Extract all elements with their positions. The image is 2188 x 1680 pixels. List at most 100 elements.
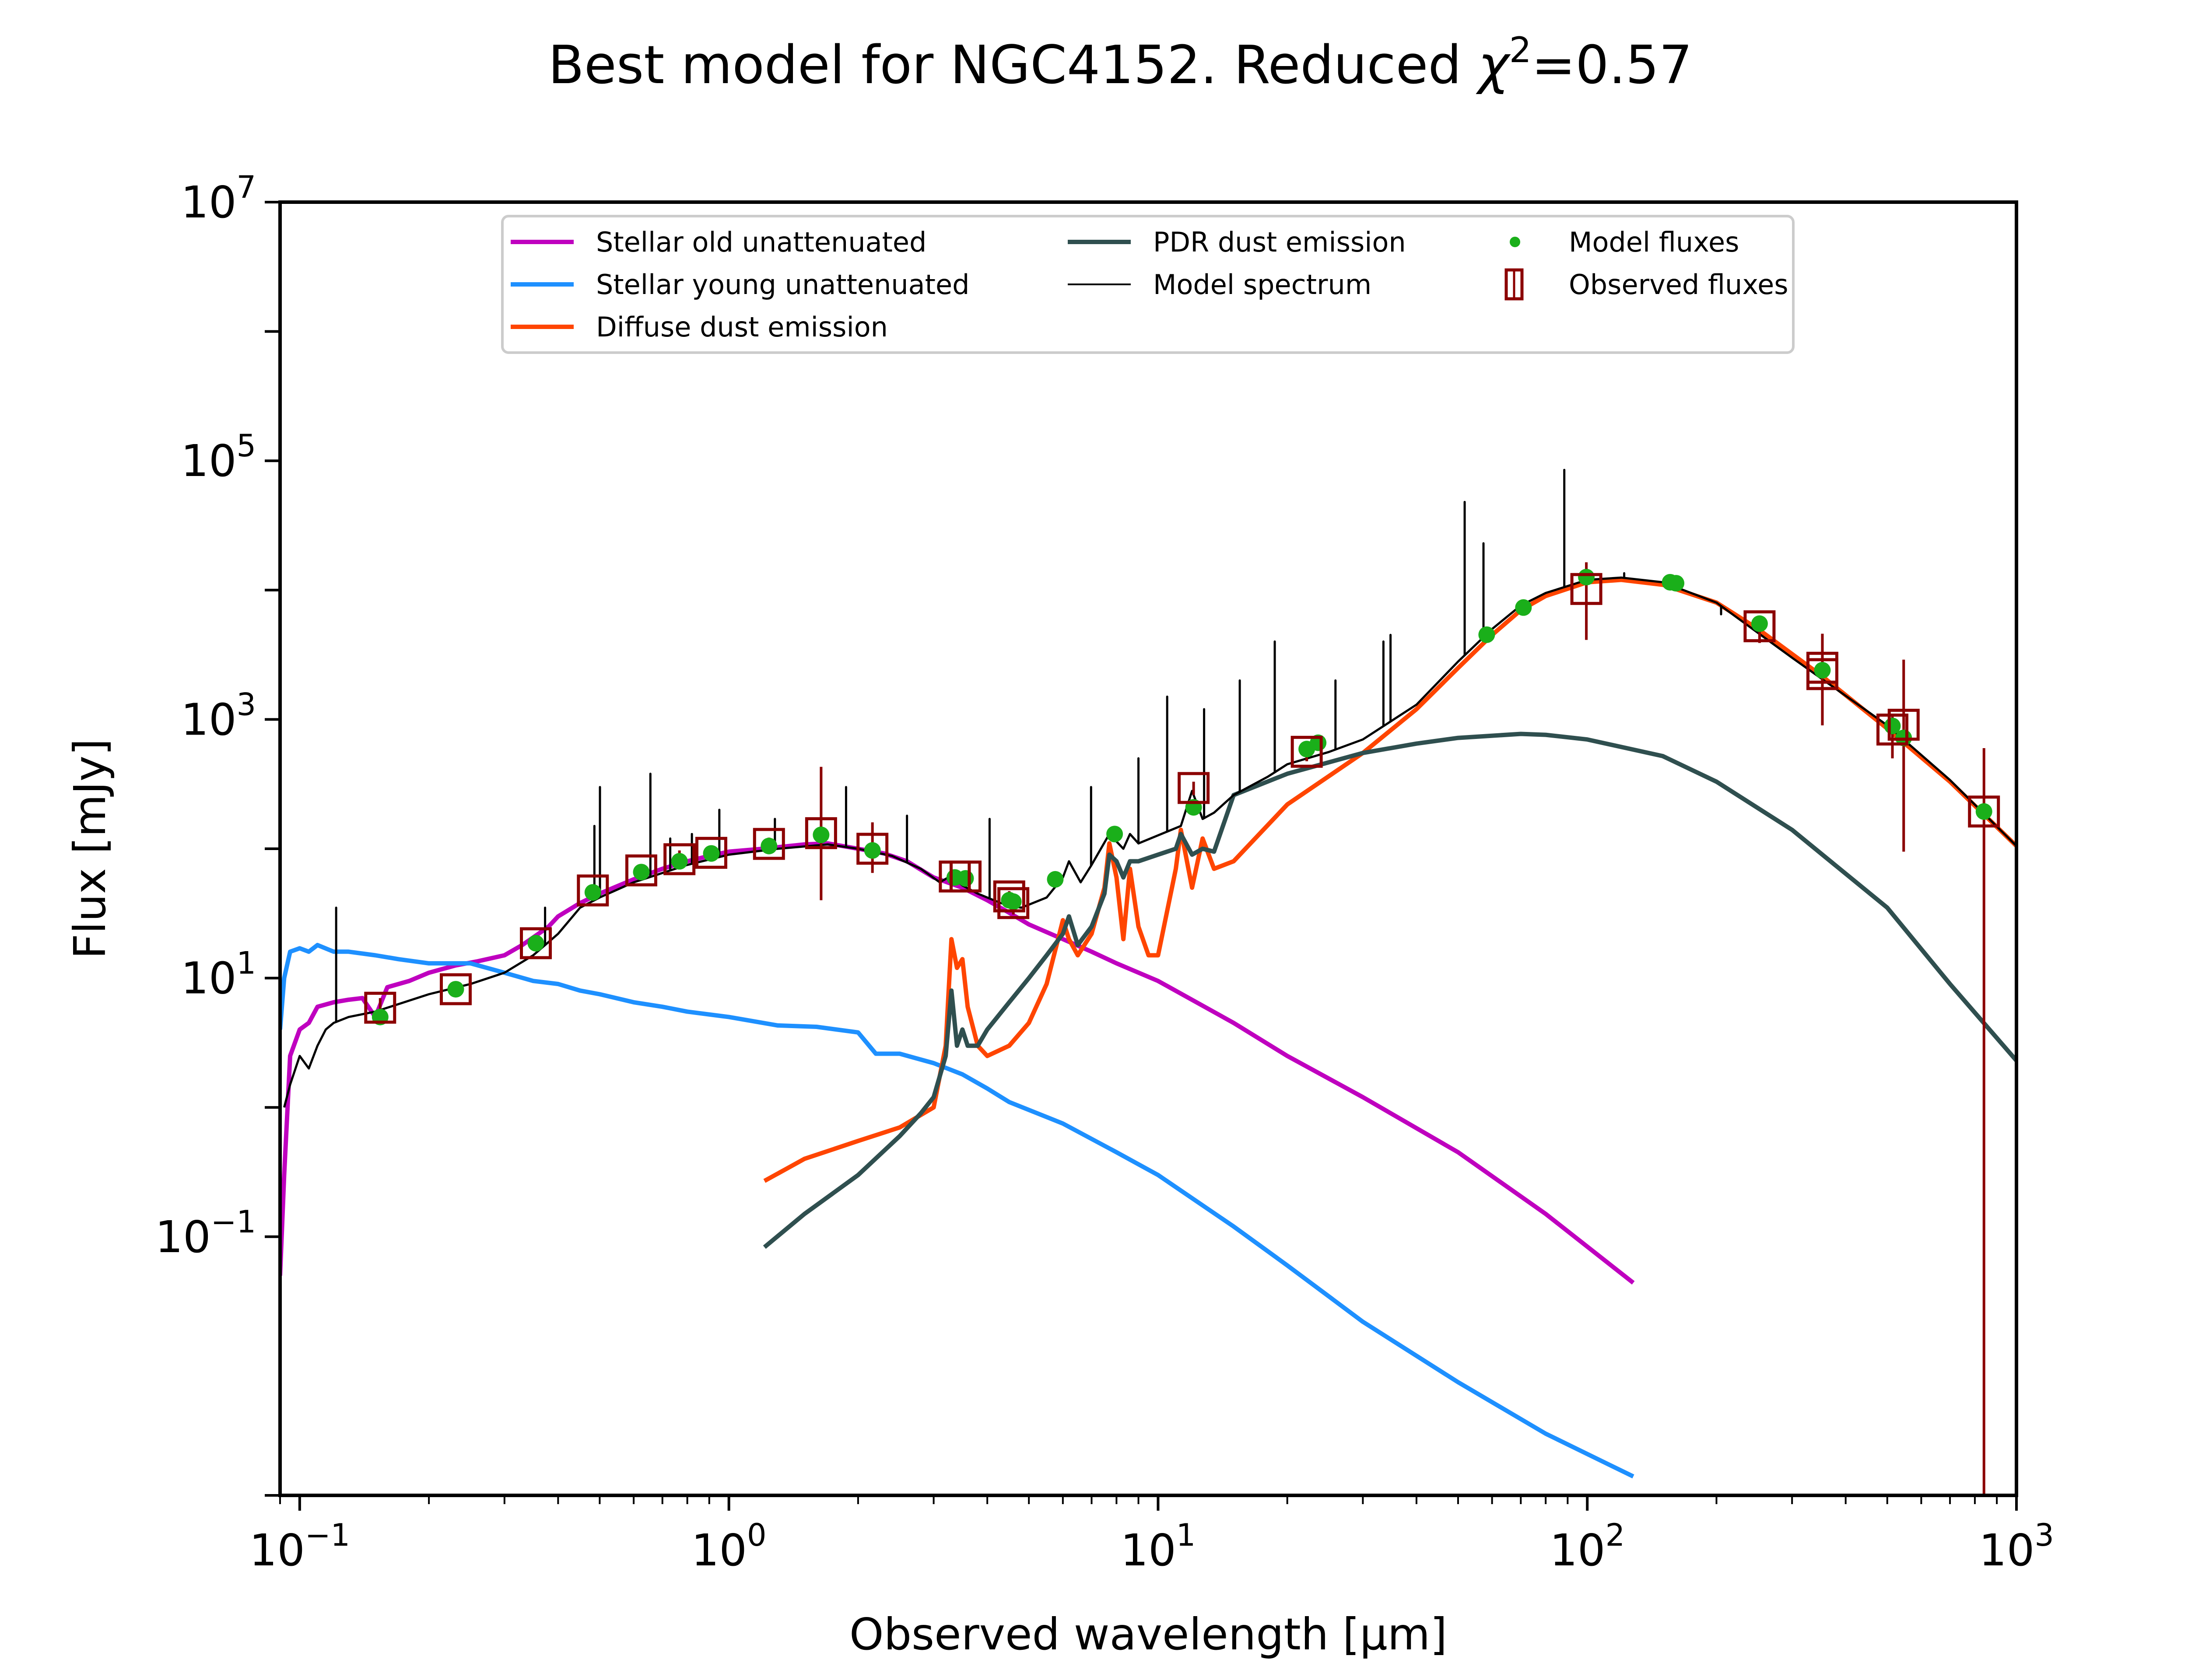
observed-flux-point [1570, 573, 1602, 605]
y-tick-exponent: 5 [236, 428, 256, 464]
x-tick-base: 10 [249, 1525, 305, 1576]
model-fluxes-layer [372, 569, 1992, 1026]
legend-label: Observed fluxes [1569, 269, 1788, 301]
x-tick-exponent: 3 [2034, 1517, 2054, 1553]
x-tick-label: 103 [1979, 1517, 2054, 1576]
legend-item-stellar-young: Stellar young unattenuated [511, 269, 969, 301]
model-flux-point [527, 934, 544, 952]
observed-flux-point [695, 836, 727, 869]
model-flux-point [1005, 893, 1022, 910]
legend-label: Stellar old unattenuated [596, 226, 926, 258]
model-flux-point [1975, 803, 1992, 820]
y-tick-base: 10 [181, 953, 236, 1004]
observed-flux-point [625, 854, 657, 887]
observed-fluxes-layer [364, 573, 2000, 1024]
y-tick-label: 10−1 [155, 1204, 256, 1263]
x-tick-base: 10 [1979, 1525, 2034, 1576]
y-tick-exponent: 7 [236, 169, 256, 205]
observed-flux-point [1887, 709, 1920, 741]
title-superscript: 2 [1509, 30, 1532, 70]
observed-flux-point [1178, 772, 1210, 804]
x-tick-exponent: 1 [1176, 1517, 1196, 1553]
observed-flux-point [997, 887, 1030, 919]
x-tick-label: 10−1 [249, 1517, 350, 1576]
model-flux-point [957, 870, 974, 887]
model-flux-point [813, 826, 830, 844]
observed-flux-point [440, 973, 472, 1005]
legend-item-pdr-dust: PDR dust emission [1068, 226, 1406, 258]
model-flux-point [1668, 575, 1685, 592]
model-flux-point [1515, 599, 1532, 616]
x-tick-label: 101 [1121, 1517, 1196, 1576]
y-tick-base: 10 [155, 1211, 211, 1263]
y-tick-base: 10 [181, 177, 236, 228]
legend-label: Diffuse dust emission [596, 311, 888, 343]
model-flux-point [703, 845, 720, 862]
model-flux-point [671, 853, 688, 870]
legend-item-observed-fluxes: Observed fluxes [1504, 268, 1788, 301]
y-tick-label: 105 [181, 428, 256, 486]
x-axis-ticks: 10−1 100 101 102 103 [249, 1495, 2054, 1576]
y-tick-label: 103 [181, 686, 256, 745]
model-flux-point [1814, 662, 1831, 679]
model-flux-point [761, 837, 778, 854]
series-line-pdr-dust-emission [763, 732, 2016, 1249]
legend-frame [501, 215, 1795, 354]
observed-flux-point [856, 833, 889, 865]
legend-label: PDR dust emission [1153, 226, 1406, 258]
legend-item-model-spectrum: Model spectrum [1068, 269, 1371, 301]
legend: Stellar old unattenuated Stellar young un… [501, 215, 1795, 354]
model-flux-point [1578, 569, 1595, 586]
observed-flux-point [1806, 658, 1838, 690]
title-prefix: Best model for NGC4152. Reduced [548, 35, 1478, 96]
model-flux-point [864, 842, 881, 859]
x-tick-label: 100 [691, 1517, 767, 1576]
x-tick-base: 10 [691, 1525, 747, 1576]
y-axis-label: Flux [mJy] [64, 738, 116, 959]
observed-flux-point [1968, 795, 2000, 828]
observed-flux-point [993, 880, 1025, 913]
observed-flux-point [577, 874, 609, 906]
y-tick-exponent: 1 [236, 945, 256, 981]
x-tick-exponent: 2 [1606, 1517, 1625, 1553]
observed-flux-point [753, 828, 785, 860]
model-flux-point [1751, 615, 1768, 632]
x-tick-base: 10 [1121, 1525, 1176, 1576]
y-tick-base: 10 [181, 435, 236, 486]
y-tick-exponent: 3 [236, 686, 256, 722]
legend-label: Model spectrum [1153, 269, 1371, 301]
legend-label: Model fluxes [1569, 226, 1739, 258]
emission-lines-layer [335, 469, 1722, 1023]
model-flux-point [447, 981, 464, 998]
observed-flux-point [1876, 714, 1909, 746]
legend-item-stellar-old: Stellar old unattenuated [511, 226, 926, 258]
observed-flux-point [950, 860, 982, 892]
x-tick-label: 102 [1550, 1517, 1625, 1576]
y-tick-base: 10 [181, 694, 236, 745]
y-tick-label: 101 [181, 945, 256, 1004]
x-tick-exponent: −1 [305, 1517, 350, 1553]
model-flux-point [1478, 626, 1495, 643]
x-axis-label: Observed wavelength [μm] [849, 1609, 1447, 1660]
legend-label: Stellar young unattenuated [596, 269, 969, 301]
observed-flux-point [1290, 735, 1323, 768]
observed-flux-point [805, 817, 837, 849]
y-tick-label: 107 [181, 169, 256, 228]
plot-area [280, 469, 2016, 1495]
legend-item-diffuse-dust: Diffuse dust emission [511, 311, 888, 343]
observed-flux-point [520, 927, 552, 959]
title-suffix: =0.57 [1532, 35, 1693, 96]
x-tick-exponent: 0 [747, 1517, 767, 1553]
series-line-stellar-young-unattenuated [280, 943, 1634, 1479]
observed-flux-point [663, 843, 696, 875]
legend-swatch [1510, 237, 1520, 247]
legend-item-model-fluxes: Model fluxes [1510, 226, 1739, 258]
model-flux-point [584, 884, 601, 901]
observed-flux-point [364, 991, 396, 1024]
title-chi: χ [1476, 35, 1511, 96]
model-flux-point [633, 864, 650, 881]
chart-title: Best model for NGC4152. Reduced χ2=0.57 [548, 30, 1693, 96]
x-tick-base: 10 [1550, 1525, 1605, 1576]
